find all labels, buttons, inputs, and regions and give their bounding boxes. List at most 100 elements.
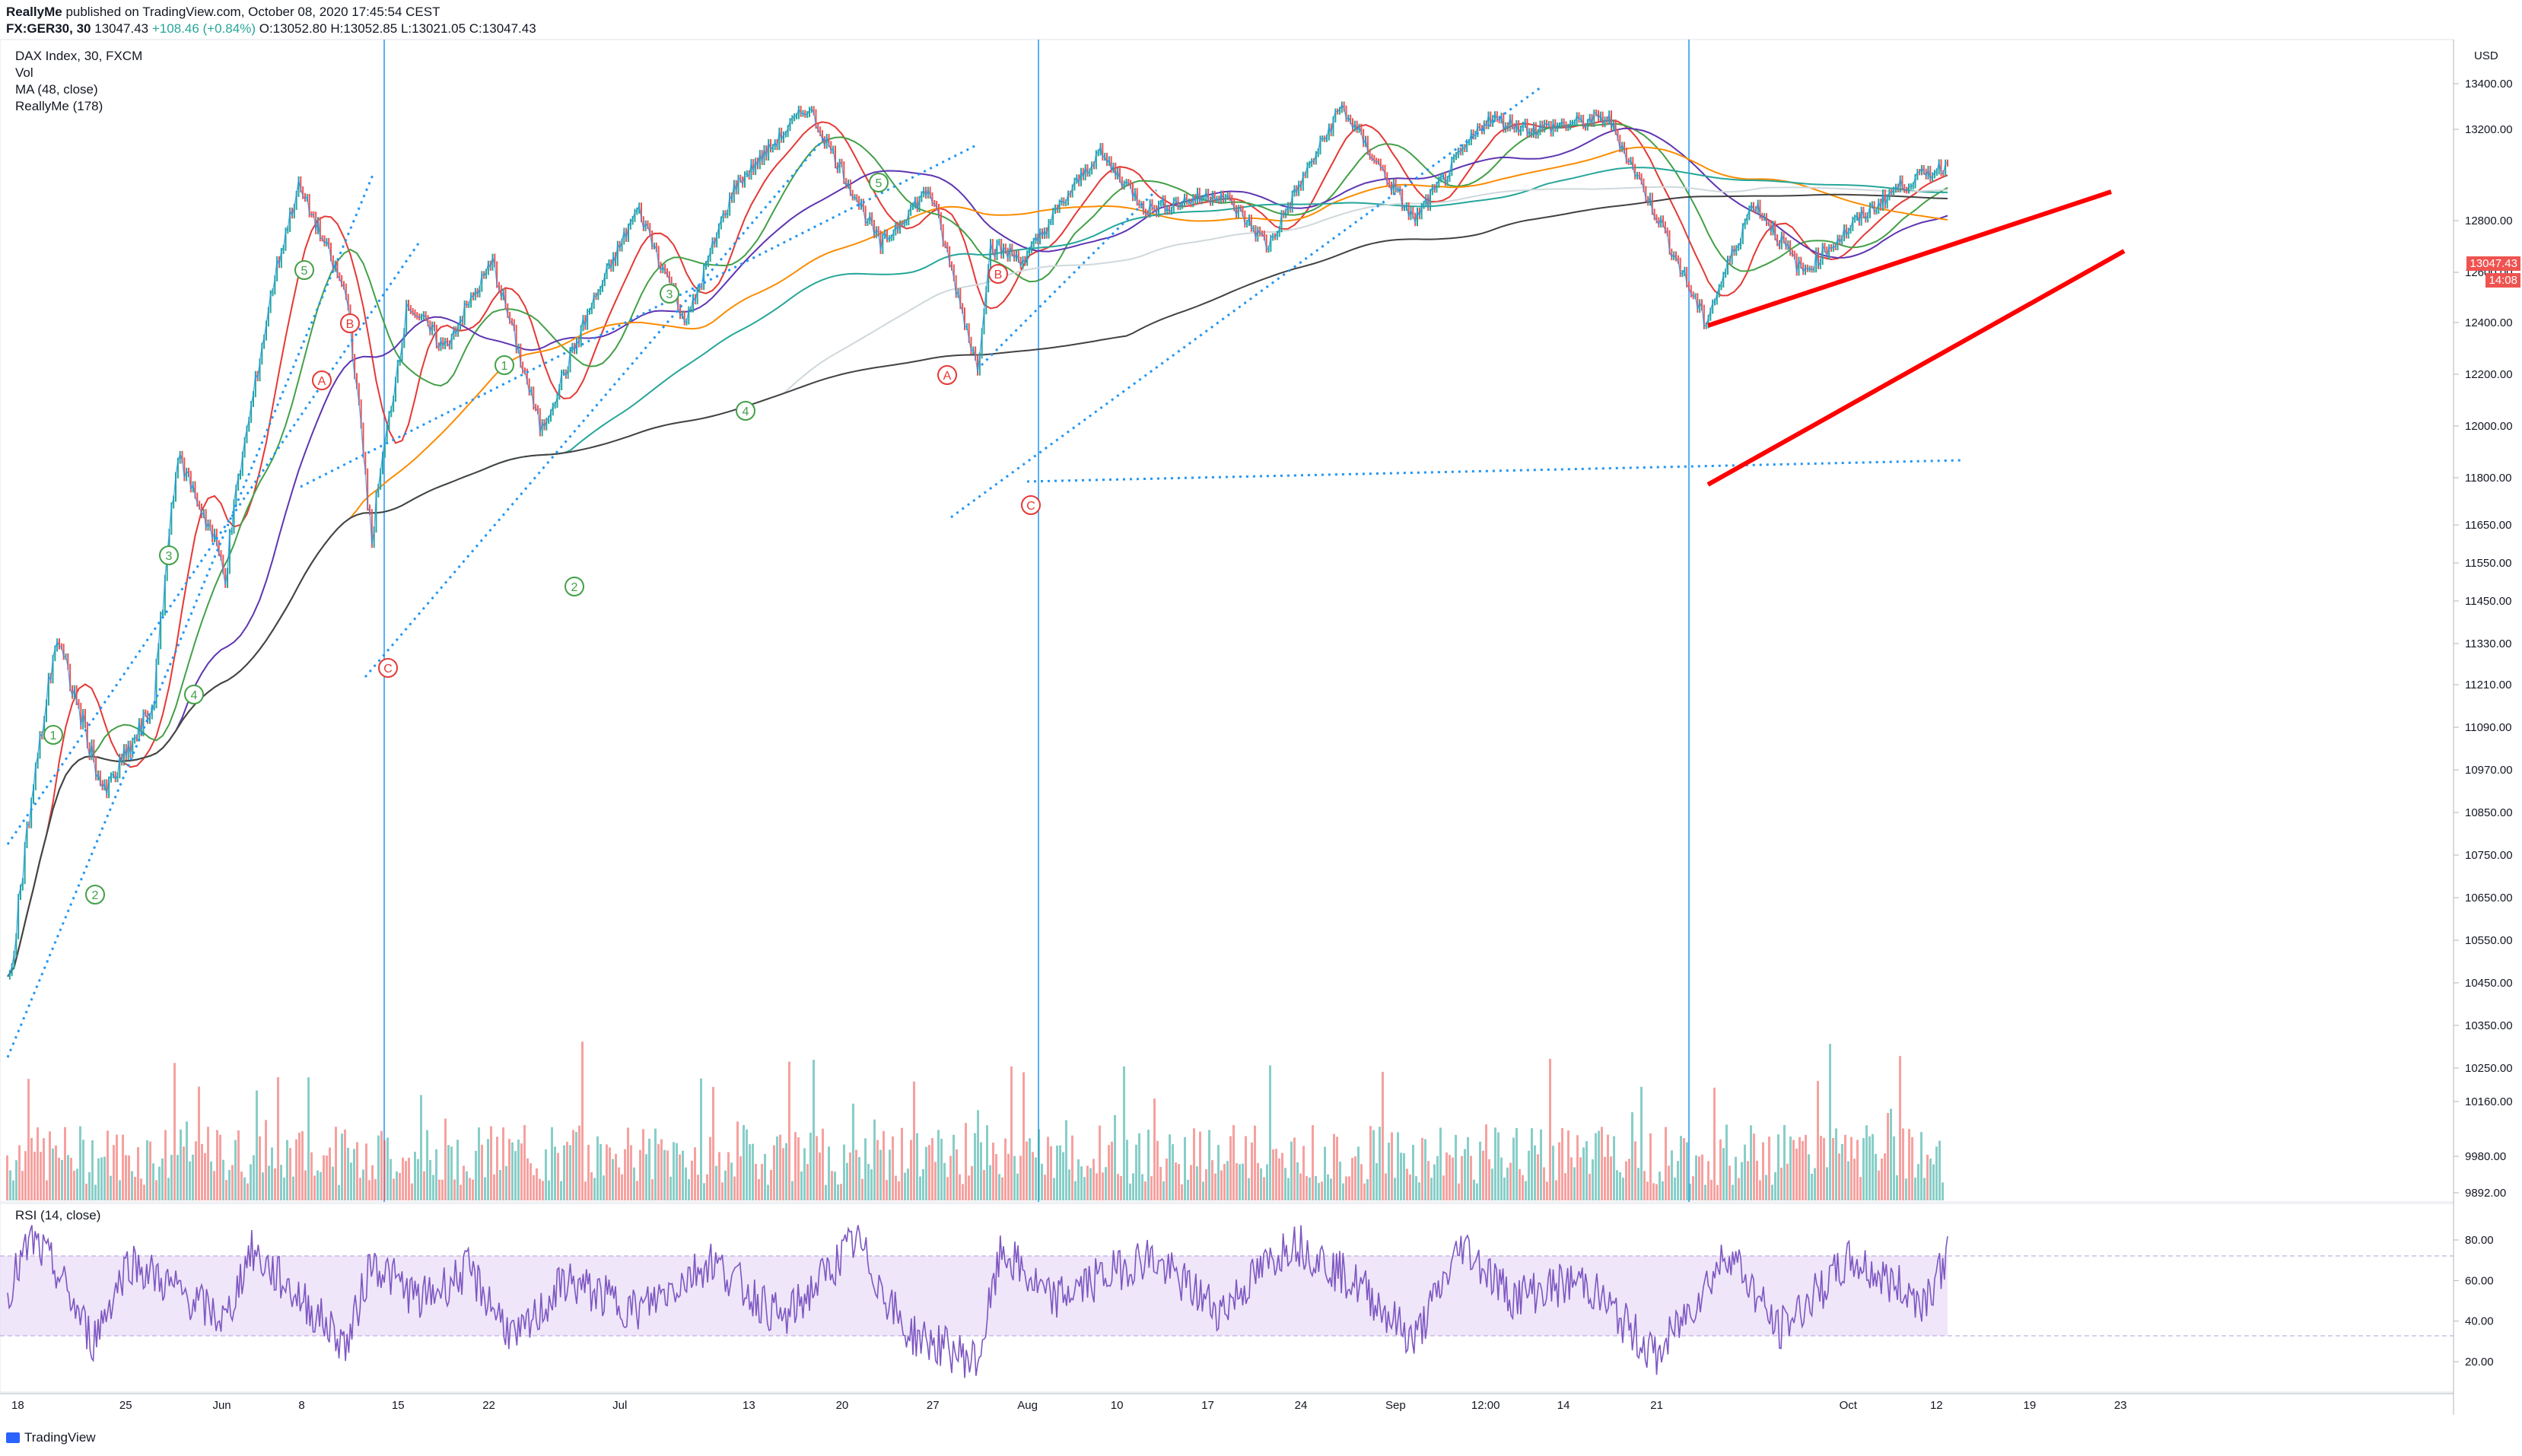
volume-bar <box>316 1170 319 1200</box>
tradingview-logo[interactable]: TradingView <box>6 1430 96 1445</box>
volume-bar <box>718 1152 720 1200</box>
time-axis[interactable]: 18 25 Jun 8 15 22 Jul 13 20 27 Aug 10 17 24 Sep 12:00 14… <box>11 1399 2127 1412</box>
volume-bar <box>338 1184 340 1200</box>
author-name[interactable]: ReallyMe <box>6 5 62 19</box>
legend-script[interactable]: ReallyMe (178) <box>15 99 103 113</box>
volume-bar <box>898 1181 900 1200</box>
volume-bar <box>916 1133 918 1200</box>
volume-bar <box>755 1164 757 1200</box>
wave-marker <box>869 173 889 192</box>
volume-bar <box>335 1127 337 1200</box>
volume-bar <box>107 1130 109 1200</box>
volume-bar <box>560 1181 562 1200</box>
volume-bar <box>1640 1086 1643 1200</box>
volume-bar <box>326 1156 328 1200</box>
volume-bar <box>1153 1098 1156 1200</box>
volume-bar <box>119 1180 121 1200</box>
price-axis-label: 10750.00 <box>2465 849 2513 862</box>
volume-bar <box>1540 1129 1542 1200</box>
volume-bar <box>1089 1168 1092 1200</box>
volume-bar <box>1780 1167 1783 1200</box>
time-axis-label: 25 <box>119 1399 132 1412</box>
volume-bar <box>1671 1150 1673 1200</box>
time-axis-label: 17 <box>1201 1399 1214 1412</box>
volume-bar <box>739 1156 742 1200</box>
volume-bar <box>1467 1137 1469 1200</box>
volume-bar <box>1181 1184 1183 1200</box>
time-axis-label: Oct <box>1840 1399 1858 1412</box>
rsi-axis[interactable]: 20.00 40.00 60.00 80.00 <box>2454 1234 2494 1369</box>
volume-bar <box>800 1171 803 1200</box>
volume-bar <box>1552 1146 1554 1200</box>
volume-bar <box>1394 1178 1396 1200</box>
volume-bar <box>1254 1125 1256 1200</box>
volume-bar <box>253 1155 255 1200</box>
volume-bar <box>1199 1131 1201 1200</box>
volume-bar <box>1010 1066 1013 1200</box>
volume-bar <box>1004 1138 1007 1200</box>
volume-bar <box>113 1145 115 1200</box>
volume-bar <box>414 1152 416 1200</box>
volume-bar <box>490 1126 492 1200</box>
volume-bar <box>405 1161 407 1200</box>
volume-bar <box>1805 1134 1807 1200</box>
volume-bar <box>283 1178 285 1200</box>
symbol-name[interactable]: FX:GER30, 30 <box>6 21 91 36</box>
volume-bar <box>1436 1156 1439 1200</box>
rsi-label[interactable]: RSI (14, close) <box>15 1208 101 1222</box>
volume-bar <box>1692 1176 1694 1200</box>
volume-bar <box>125 1155 127 1200</box>
branding-text: TradingView <box>24 1430 96 1445</box>
volume-bar <box>980 1142 982 1200</box>
volume-bar <box>505 1165 507 1200</box>
volume-bar <box>1345 1176 1347 1200</box>
volume-bar <box>1071 1135 1073 1200</box>
volume-bar <box>1872 1133 1874 1200</box>
volume-bar <box>1729 1165 1731 1200</box>
time-axis-label: 23 <box>2114 1399 2127 1412</box>
volume-bar <box>1406 1168 1408 1200</box>
volume-bar <box>347 1147 349 1200</box>
volume-bar <box>1558 1142 1560 1200</box>
volume-bar <box>1412 1144 1414 1200</box>
volume-bar <box>977 1110 979 1200</box>
volume-bar <box>1138 1133 1140 1200</box>
volume-bar <box>1686 1142 1688 1200</box>
rising-wedge[interactable] <box>1706 189 2126 487</box>
legend-vol[interactable]: Vol <box>15 65 33 80</box>
volume-bar <box>971 1165 973 1200</box>
price-axis-label: 10450.00 <box>2465 977 2513 990</box>
volume-bar <box>496 1137 498 1200</box>
time-axis-label: 19 <box>2024 1399 2037 1412</box>
volume-bar <box>1689 1183 1691 1200</box>
volume-bar <box>983 1170 985 1200</box>
volume-bar <box>1646 1181 1649 1200</box>
volume-bar <box>989 1165 991 1200</box>
legend-title[interactable]: DAX Index, 30, FXCM <box>15 49 143 63</box>
wave-marker <box>565 577 584 596</box>
volume-bar <box>603 1175 605 1200</box>
volume-bar <box>1062 1152 1064 1200</box>
price-axis-label: 10850.00 <box>2465 806 2513 819</box>
volume-bar <box>1868 1136 1871 1200</box>
volume-bar <box>630 1145 632 1200</box>
volume-bar <box>1798 1137 1801 1200</box>
volume-bar <box>1856 1140 1859 1200</box>
wave-marker <box>937 365 957 385</box>
volume-bar <box>931 1138 933 1200</box>
volume-bar <box>1290 1141 1293 1200</box>
legend-ma[interactable]: MA (48, close) <box>15 82 98 97</box>
volume-bar <box>956 1149 958 1200</box>
volume-bar <box>813 1060 815 1200</box>
volume-bar <box>785 1143 787 1200</box>
volume-bar <box>164 1130 167 1200</box>
volume-bar <box>432 1175 434 1200</box>
time-axis-label: Jul <box>612 1399 627 1412</box>
volume-bar <box>1120 1176 1122 1200</box>
volume-bar <box>79 1126 81 1200</box>
price-axis[interactable]: 9892.00 9980.00 10160.00 10250.00 10350.00 10… <box>2454 78 2513 1200</box>
volume-bar <box>1044 1175 1046 1200</box>
volume-bar <box>1515 1127 1518 1200</box>
price-change: +108.46 (+0.84%) <box>151 21 256 36</box>
